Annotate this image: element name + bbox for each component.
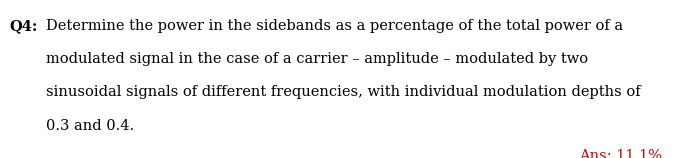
Text: modulated signal in the case of a carrier – amplitude – modulated by two: modulated signal in the case of a carrie… <box>46 52 589 66</box>
Text: Determine the power in the sidebands as a percentage of the total power of a: Determine the power in the sidebands as … <box>46 19 624 33</box>
Text: 0.3 and 0.4.: 0.3 and 0.4. <box>46 118 135 133</box>
Text: Q4:: Q4: <box>9 19 38 33</box>
Text: Ans: 11.1%: Ans: 11.1% <box>579 149 663 158</box>
Text: sinusoidal signals of different frequencies, with individual modulation depths o: sinusoidal signals of different frequenc… <box>46 85 641 99</box>
